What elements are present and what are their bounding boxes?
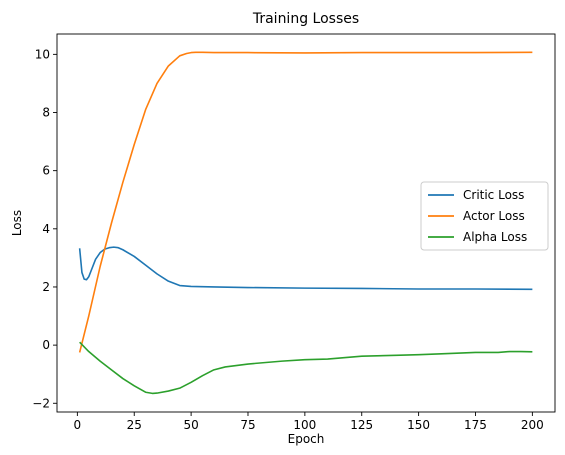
y-tick-label: 0 — [42, 338, 50, 352]
y-tick-label: 10 — [35, 47, 50, 61]
y-tick-label: 8 — [42, 106, 50, 120]
series-line-critic-loss — [78, 246, 533, 291]
x-axis-label: Epoch — [288, 432, 325, 446]
legend-label: Alpha Loss — [463, 230, 527, 244]
legend-box — [420, 181, 549, 251]
chart-title: Training Losses — [252, 11, 359, 27]
y-tick-label: 6 — [42, 164, 50, 178]
x-tick-label: 125 — [350, 418, 373, 432]
x-tick-label: 200 — [521, 418, 544, 432]
legend: Critic Loss Actor Loss Alpha Loss — [420, 181, 549, 251]
x-tick-label: 50 — [183, 418, 198, 432]
y-axis-label: Loss — [10, 210, 24, 236]
x-tick-label: 25 — [127, 418, 142, 432]
plot-frame — [56, 33, 556, 413]
x-tick-label: 100 — [293, 418, 316, 432]
x-tick-label: 150 — [407, 418, 430, 432]
x-tick-label: 75 — [240, 418, 255, 432]
x-tick-label: 175 — [464, 418, 487, 432]
y-tick-label: −2 — [32, 396, 50, 410]
y-tick-label: 2 — [42, 280, 50, 294]
series-line-actor-loss — [78, 51, 533, 353]
legend-label: Actor Loss — [463, 209, 525, 223]
plot-area: 0 25 50 75 100 125 150 175 200 −2 0 2 4 6 8 10 Critic Lo… — [32, 33, 556, 432]
x-tick-label: 0 — [74, 418, 82, 432]
legend-label: Critic Loss — [463, 188, 524, 202]
series-line-alpha-loss — [79, 341, 533, 395]
y-tick-label: 4 — [42, 222, 50, 236]
